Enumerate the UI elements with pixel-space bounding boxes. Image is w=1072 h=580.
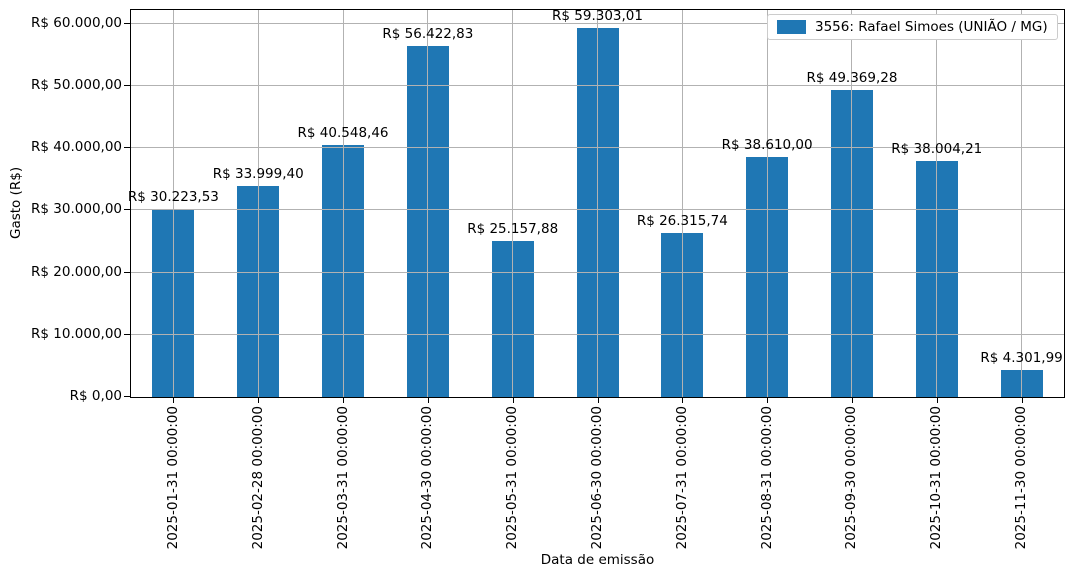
plot-area: [130, 9, 1065, 398]
bar-value-label: R$ 33.999,40: [212, 165, 304, 182]
legend-color-swatch: [777, 20, 806, 34]
x-tick-mark: [767, 398, 769, 403]
legend: 3556: Rafael Simoes (UNIÃO / MG): [767, 14, 1058, 40]
x-tick-label: 2025-04-30 00:00:00: [419, 406, 436, 550]
y-tick-label: R$ 20.000,00: [31, 263, 122, 280]
x-tick-label: 2025-03-31 00:00:00: [334, 406, 351, 550]
x-tick-mark: [512, 398, 514, 403]
x-gridline: [681, 10, 683, 397]
x-gridline: [257, 10, 259, 397]
y-tick-mark: [124, 22, 130, 24]
x-tick-label: 2025-11-30 00:00:00: [1013, 406, 1030, 550]
x-tick-mark: [258, 398, 260, 403]
x-tick-mark: [597, 398, 599, 403]
x-tick-label: 2025-06-30 00:00:00: [589, 406, 605, 550]
x-gridline: [342, 10, 344, 397]
x-tick-mark: [936, 398, 938, 403]
bar-value-label: R$ 25.157,88: [467, 220, 559, 237]
y-tick-label: R$ 30.000,00: [31, 201, 122, 218]
bar-value-label: R$ 38.004,21: [891, 140, 983, 157]
x-tick-mark: [682, 398, 684, 403]
x-tick-label: 2025-10-31 00:00:00: [928, 406, 945, 550]
y-tick-mark: [124, 396, 130, 397]
x-gridline: [512, 10, 514, 397]
y-tick-label: R$ 60.000,00: [31, 14, 122, 31]
x-axis-title: Data de emissão: [540, 552, 655, 568]
x-tick-label: 2025-08-31 00:00:00: [758, 406, 775, 550]
x-tick-label: 2025-01-31 00:00:00: [164, 406, 181, 550]
x-tick-label: 2025-09-30 00:00:00: [843, 406, 860, 550]
x-gridline: [597, 10, 598, 397]
legend-label: 3556: Rafael Simoes (UNIÃO / MG): [815, 19, 1048, 35]
x-gridline: [1021, 10, 1023, 397]
x-gridline: [427, 10, 429, 397]
x-tick-label: 2025-02-28 00:00:00: [249, 406, 266, 550]
bar-value-label: R$ 4.301,99: [980, 350, 1063, 367]
y-tick-mark: [124, 271, 130, 273]
bar-value-label: R$ 49.369,28: [806, 70, 898, 87]
x-tick-label: 2025-05-31 00:00:00: [504, 406, 521, 550]
bar-value-label: R$ 40.548,46: [297, 124, 389, 141]
bar-value-label: R$ 56.422,83: [382, 26, 474, 43]
y-tick-label: R$ 50.000,00: [31, 77, 122, 94]
x-tick-mark: [851, 398, 853, 403]
x-tick-mark: [343, 398, 345, 403]
x-gridline: [851, 10, 853, 397]
y-tick-label: R$ 40.000,00: [31, 139, 122, 156]
y-tick-mark: [124, 333, 130, 335]
y-tick-label: R$ 10.000,00: [31, 325, 122, 342]
x-gridline: [172, 10, 174, 397]
x-tick-mark: [1021, 398, 1023, 403]
x-tick-mark: [173, 398, 175, 403]
x-gridline: [936, 10, 938, 397]
bar-value-label: R$ 30.223,53: [127, 189, 219, 206]
y-tick-label: R$ 0,00: [69, 388, 122, 404]
y-tick-mark: [124, 209, 130, 211]
bar-value-label: R$ 26.315,74: [636, 213, 728, 230]
bar-value-label: R$ 59.303,01: [552, 8, 643, 25]
y-tick-mark: [124, 147, 130, 149]
x-tick-label: 2025-07-31 00:00:00: [673, 406, 690, 550]
bar-value-label: R$ 38.610,00: [721, 137, 813, 153]
y-axis-title: Gasto (R$): [8, 166, 24, 239]
x-gridline: [766, 10, 768, 397]
x-tick-mark: [427, 398, 429, 403]
y-tick-mark: [124, 85, 130, 87]
